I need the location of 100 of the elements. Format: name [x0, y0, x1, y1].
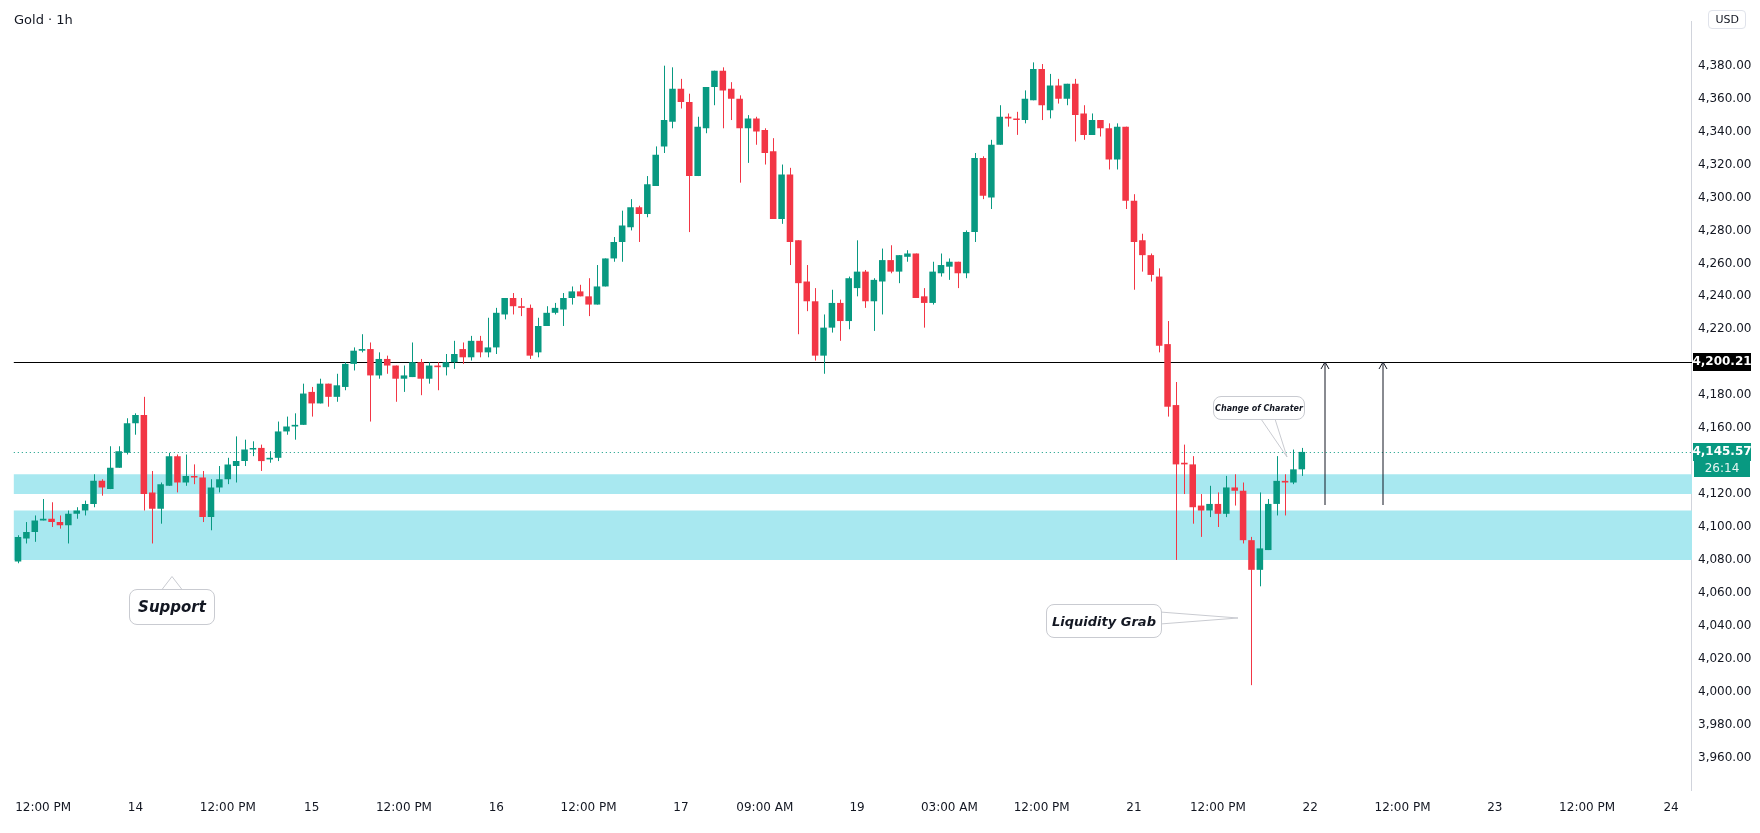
- y-tick-label: 4,080.00: [1698, 552, 1752, 567]
- candlestick: [442, 353, 450, 376]
- y-tick-label: 4,160.00: [1698, 420, 1752, 435]
- x-tick-label: 09:00 AM: [736, 799, 794, 814]
- candlestick: [627, 198, 634, 231]
- x-tick-label: 12:00 PM: [15, 799, 72, 814]
- candlestick: [1013, 111, 1020, 136]
- x-tick-label: 12:00 PM: [560, 799, 617, 814]
- candlestick: [870, 277, 878, 332]
- x-tick-label: 12:00 PM: [199, 799, 256, 814]
- y-axis-title: USD: [1708, 10, 1746, 29]
- y-tick-label: 4,040.00: [1698, 617, 1752, 632]
- candlestick: [48, 501, 55, 528]
- candlestick: [182, 454, 190, 487]
- candlestick: [1088, 112, 1096, 136]
- candlestick: [283, 416, 290, 436]
- y-tick-label: 4,020.00: [1698, 650, 1752, 665]
- candlestick: [1256, 491, 1264, 587]
- x-tick-label: 12:00 PM: [1189, 799, 1246, 814]
- candlestick: [258, 444, 265, 472]
- annotation: Liquidity Grab: [1052, 613, 1156, 629]
- candlestick: [241, 439, 248, 467]
- candlestick: [23, 521, 30, 544]
- candlestick: [1197, 493, 1205, 538]
- candlestick: [1281, 473, 1289, 516]
- y-tick-label: 4,100.00: [1698, 519, 1752, 534]
- candlestick: [753, 116, 760, 146]
- candlestick: [560, 292, 567, 327]
- x-tick-label: 12:00 PM: [1013, 799, 1070, 814]
- x-tick-label: 16: [488, 799, 504, 814]
- ref-line-label: 4,145.57: [1692, 444, 1752, 459]
- y-tick-label: 4,260.00: [1698, 255, 1752, 270]
- x-tick-label: 03:00 AM: [920, 799, 978, 814]
- y-tick-label: 4,240.00: [1698, 288, 1752, 303]
- candlestick: [333, 373, 341, 403]
- x-tick-label: 14: [127, 799, 144, 814]
- y-tick-label: 4,360.00: [1698, 90, 1752, 105]
- y-tick-label: 4,180.00: [1698, 387, 1752, 402]
- text: 26:14: [1704, 461, 1740, 476]
- candlestick: [946, 257, 953, 281]
- annotation: Change of Charater: [1215, 403, 1303, 413]
- candlestick: [216, 465, 223, 493]
- y-tick-label: 4,340.00: [1698, 123, 1752, 138]
- x-tick-label: 17: [673, 799, 689, 814]
- candlestick: [711, 70, 718, 106]
- candlestick: [400, 365, 408, 393]
- ref-line-label: 4,200.21: [1692, 354, 1752, 369]
- candlestick: [618, 210, 626, 263]
- candlestick: [1206, 485, 1213, 518]
- candlestick: [593, 264, 601, 306]
- y-tick-label: 4,300.00: [1698, 189, 1752, 204]
- y-tick-label: 4,060.00: [1698, 585, 1752, 600]
- candlestick: [1273, 455, 1280, 516]
- y-tick-label: 4,320.00: [1698, 156, 1752, 171]
- candlestick: [350, 346, 357, 371]
- candlestick: [1214, 491, 1222, 528]
- candlestick: [417, 358, 425, 396]
- candlestick: [425, 361, 433, 385]
- x-tick-label: 24: [1663, 799, 1679, 814]
- candlestick: [224, 457, 232, 485]
- y-tick-label: 3,980.00: [1698, 716, 1752, 731]
- y-tick-label: 3,960.00: [1698, 749, 1752, 764]
- candlestick: [459, 341, 466, 365]
- candlestick: [358, 333, 366, 353]
- candlestick: [1055, 78, 1062, 105]
- x-tick-label: 12:00 PM: [375, 799, 432, 814]
- candlestick: [610, 236, 618, 263]
- x-tick-label: 12:00 PM: [1374, 799, 1431, 814]
- candlestick: [308, 386, 315, 418]
- candlestick: [585, 277, 592, 317]
- candlestick: [895, 254, 903, 284]
- y-tick-label: 4,280.00: [1698, 222, 1752, 237]
- x-tick-label: 23: [1487, 799, 1503, 814]
- candlestick: [879, 248, 886, 315]
- candlestick: [920, 287, 928, 329]
- speech-bubble: Change of Charater: [1213, 396, 1305, 458]
- candlestick: [90, 473, 97, 508]
- y-tick-label: 4,120.00: [1698, 486, 1752, 501]
- candlestick: [484, 317, 492, 358]
- candlestick: [518, 297, 525, 317]
- candlestick: [727, 81, 735, 121]
- x-tick-label: 12:00 PM: [1559, 799, 1616, 814]
- candlestick: [1139, 233, 1146, 273]
- candlestick: [341, 361, 349, 391]
- candlestick: [31, 514, 39, 543]
- candlestick: [677, 78, 685, 110]
- candlestick: [635, 205, 643, 243]
- y-tick-label: 4,220.00: [1698, 321, 1752, 336]
- candlestick: [568, 285, 576, 306]
- candlestick: [132, 412, 139, 436]
- chart-title: Gold · 1h: [14, 12, 73, 27]
- candlestick: [1231, 473, 1238, 507]
- candlestick: [190, 463, 198, 485]
- candlestick: [392, 365, 399, 403]
- candlestick: [451, 340, 458, 370]
- y-tick-label: 4,380.00: [1698, 57, 1752, 72]
- candlestick: [65, 510, 72, 544]
- candlestick: [1021, 89, 1029, 124]
- candlestick: [1147, 253, 1155, 283]
- x-tick-label: 19: [849, 799, 865, 814]
